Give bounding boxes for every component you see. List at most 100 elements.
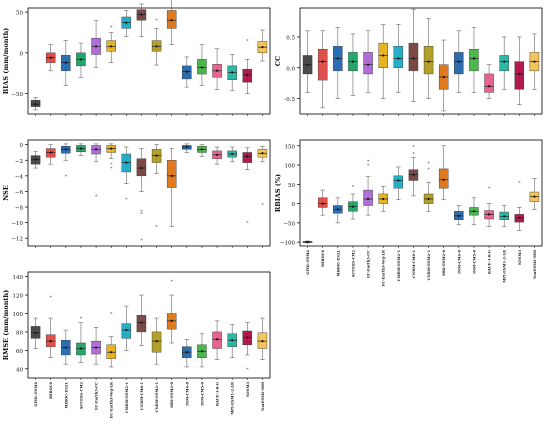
box-access-cm2 [76, 143, 86, 156]
outlier-point: * [80, 316, 83, 322]
box-miroc-es2l: * [61, 143, 71, 180]
box-miroc-es2l [333, 197, 343, 224]
y-tick-label: 0.0 [286, 66, 295, 72]
box-body [514, 61, 525, 90]
outlier-point: * [65, 174, 68, 180]
panel-rmse: 40 60 80 100 120 140 RMSE (mm/month) * * * * * GFDL-… [2, 271, 271, 418]
box-ec-earth3-cc [91, 19, 101, 68]
mean-marker [185, 70, 188, 73]
box-ec-earth3-veg-lr: * [106, 311, 116, 368]
mean-marker [94, 45, 98, 48]
x-tick-label: GFDL-ESM4 [34, 382, 38, 407]
box-nesm3: * [514, 180, 525, 231]
box-inm-cm4-8 [454, 30, 464, 93]
box-nesm3: * [242, 322, 253, 373]
outlier-point: * [367, 159, 370, 165]
box-miroc-es2l [61, 40, 71, 86]
box-inm-cm4-8 [182, 56, 192, 88]
outlier-point: * [95, 194, 98, 200]
box-body [423, 46, 434, 75]
mean-marker [79, 58, 83, 61]
outlier-point: * [140, 238, 143, 244]
y-tick-label: −50 [283, 221, 295, 227]
mean-marker [321, 202, 324, 205]
mean-marker [382, 54, 385, 57]
outlier-point: * [125, 197, 128, 203]
box-ec-earth3-veg-lr [378, 24, 388, 99]
box-kace-1-0-g [212, 48, 222, 90]
outlier-point: * [246, 367, 249, 373]
mean-marker [351, 205, 355, 208]
box-noresm2-mm: * [257, 145, 268, 209]
mean-marker [336, 208, 339, 211]
x-tick-label: CMRM-ESM2-1 [397, 250, 401, 282]
outlier-point: * [427, 167, 430, 173]
box-inm-cm5-0 [469, 197, 479, 226]
mean-marker [382, 197, 385, 201]
mean-marker [533, 195, 536, 198]
box-cmrm-esm2-1: * [121, 146, 132, 203]
mean-marker [457, 60, 460, 63]
y-tick-label: −6 [15, 190, 24, 196]
mean-marker [231, 339, 234, 342]
mean-marker [49, 151, 52, 154]
mean-marker [49, 340, 52, 343]
mean-marker [125, 328, 128, 332]
box-ec-earth3-cc: * [91, 143, 101, 200]
box-mpi-esm1-2-lr [227, 54, 237, 91]
x-tick-label: EC-Earth3-CC [367, 250, 371, 278]
y-tick-label: −100 [280, 241, 296, 247]
mean-marker [94, 148, 98, 151]
box-noresm2-mm [529, 178, 540, 210]
box-mpi-esm1-2-lr [227, 146, 237, 163]
box-body [393, 175, 404, 189]
outlier-point: * [110, 25, 113, 31]
box-miroc6 [317, 189, 328, 216]
box-kace-1-0-g [212, 146, 222, 165]
box-miroc6 [317, 30, 328, 109]
box-mri-esm2-0: * [166, 279, 177, 344]
box-cmrm-esm2-1 [121, 305, 132, 351]
mean-marker [64, 61, 67, 64]
box-miroc-es2l [333, 27, 343, 99]
box-body [469, 49, 479, 72]
x-tick-label: EC-Earth3-Veg-LR [382, 250, 386, 286]
mean-marker [442, 75, 445, 79]
outlier-point: * [140, 211, 143, 217]
box-mri-esm2-0 [166, 148, 177, 227]
mean-marker [170, 19, 173, 22]
mean-marker [306, 63, 309, 66]
x-tick-label: INM-CM5-0 [472, 250, 476, 274]
y-tick-label: 80 [16, 330, 23, 336]
outlier-point: * [261, 203, 264, 209]
mean-marker [397, 179, 400, 182]
box-miroc6 [45, 144, 56, 165]
plot-frame [299, 139, 543, 247]
outlier-point: * [110, 311, 113, 317]
y-tick-label: −12 [11, 237, 23, 243]
mean-marker [34, 158, 37, 161]
box-gfdl-esm4 [30, 317, 41, 349]
x-tick-label: EC-Earth3-Veg-LR [110, 382, 114, 418]
y-tick-label: −4 [15, 174, 24, 180]
box-ec-earth3-veg-lr [378, 185, 388, 212]
mean-marker [231, 71, 234, 74]
mean-marker [518, 72, 521, 76]
mean-marker [336, 57, 339, 60]
box-ec-earth3-veg-lr: ** [106, 143, 116, 172]
y-axis-label: BIAS (mm/month) [2, 28, 10, 94]
y-tick-label: 150 [285, 144, 296, 150]
mean-marker [487, 213, 491, 216]
outlier-point: * [49, 295, 52, 301]
box-gfdl-esm4 [30, 151, 41, 169]
mean-marker [261, 152, 264, 155]
box-noresm2-mm [257, 317, 268, 360]
mean-marker [140, 321, 143, 324]
y-axis-label: CC [274, 56, 282, 66]
box-cnrm-esm2-1 [423, 18, 434, 99]
y-tick-label: 40 [16, 367, 23, 373]
y-tick-label: 120 [13, 294, 24, 300]
box-ec-earth3-veg-lr: * [106, 25, 116, 63]
box-mri-esm2-0 [166, 0, 177, 45]
mean-marker [442, 178, 445, 181]
